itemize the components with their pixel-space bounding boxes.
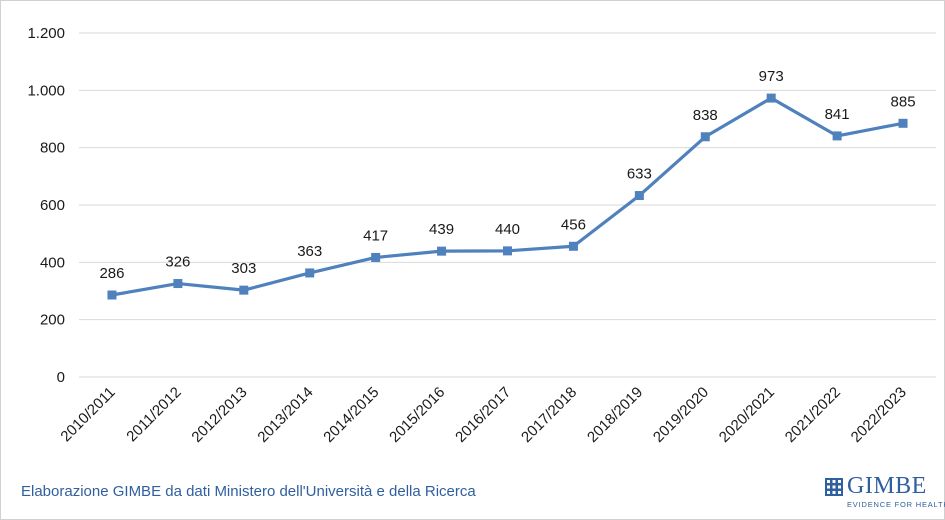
data-label: 363 bbox=[297, 243, 322, 260]
x-tick-label: 2016/2017 bbox=[452, 384, 514, 446]
data-label: 303 bbox=[231, 260, 256, 277]
x-tick-label: 2015/2016 bbox=[386, 384, 448, 446]
data-point-marker bbox=[503, 246, 512, 256]
data-label: 417 bbox=[363, 227, 388, 244]
data-point-marker bbox=[437, 246, 447, 256]
x-tick-label: 2021/2022 bbox=[782, 384, 844, 446]
x-tick-label: 2012/2013 bbox=[188, 384, 250, 446]
data-point-marker bbox=[239, 285, 249, 295]
source-note: Elaborazione GIMBE da dati Ministero del… bbox=[21, 483, 476, 500]
y-tick-label: 0 bbox=[57, 369, 65, 386]
data-label: 838 bbox=[693, 107, 718, 124]
logo-tagline: EVIDENCE FOR HEALTH bbox=[847, 500, 945, 509]
data-point-marker bbox=[766, 93, 776, 103]
x-tick-label: 2020/2021 bbox=[716, 384, 778, 446]
x-tick-label: 2011/2012 bbox=[123, 384, 184, 445]
data-label: 286 bbox=[99, 265, 124, 282]
data-label: 440 bbox=[495, 221, 520, 238]
y-tick-label: 200 bbox=[40, 312, 65, 329]
x-tick-label: 2019/2020 bbox=[650, 384, 712, 446]
x-axis: 2010/2011 2011/2012 2012/2013 2013/2014 2014… bbox=[57, 384, 909, 446]
data-label: 841 bbox=[825, 106, 850, 123]
y-tick-label: 1.200 bbox=[27, 25, 65, 42]
x-tick-label: 2010/2011 bbox=[57, 384, 118, 445]
data-label: 885 bbox=[891, 93, 916, 110]
data-labels: 286 326 303 363 417 439 440 456 633 838 973 841 885 bbox=[99, 68, 915, 282]
x-tick-label: 2013/2014 bbox=[254, 384, 316, 446]
data-label: 633 bbox=[627, 166, 652, 183]
y-tick-label: 1.000 bbox=[27, 82, 65, 99]
gridlines bbox=[79, 32, 936, 378]
line-chart: 0 200 400 600 800 1.000 1.200 2010/2011 2011/20… bbox=[27, 25, 936, 446]
x-tick-label: 2022/2023 bbox=[848, 384, 910, 446]
data-point-marker bbox=[305, 268, 315, 278]
logo-grid-icon bbox=[825, 478, 843, 496]
y-tick-label: 400 bbox=[40, 254, 65, 271]
y-axis: 0 200 400 600 800 1.000 1.200 bbox=[27, 25, 65, 386]
data-point-marker bbox=[700, 132, 710, 142]
data-label: 439 bbox=[429, 221, 454, 238]
gimbe-logo: GIMBE EVIDENCE FOR HEALTH bbox=[825, 473, 945, 511]
x-tick-label: 2018/2019 bbox=[584, 384, 646, 446]
series-group bbox=[107, 93, 908, 300]
logo-name: GIMBE bbox=[847, 473, 927, 499]
data-point-marker bbox=[898, 118, 908, 128]
data-point-marker bbox=[371, 252, 381, 262]
data-label: 326 bbox=[165, 254, 190, 271]
data-point-marker bbox=[568, 241, 578, 251]
data-label: 973 bbox=[759, 68, 784, 85]
data-point-marker bbox=[107, 290, 117, 300]
y-tick-label: 600 bbox=[40, 197, 65, 214]
y-tick-label: 800 bbox=[40, 140, 65, 157]
data-point-marker bbox=[173, 279, 183, 289]
x-tick-label: 2017/2018 bbox=[518, 384, 580, 446]
data-label: 456 bbox=[561, 216, 586, 233]
data-point-marker bbox=[832, 131, 842, 141]
x-tick-label: 2014/2015 bbox=[320, 384, 382, 446]
data-point-marker bbox=[634, 191, 644, 201]
